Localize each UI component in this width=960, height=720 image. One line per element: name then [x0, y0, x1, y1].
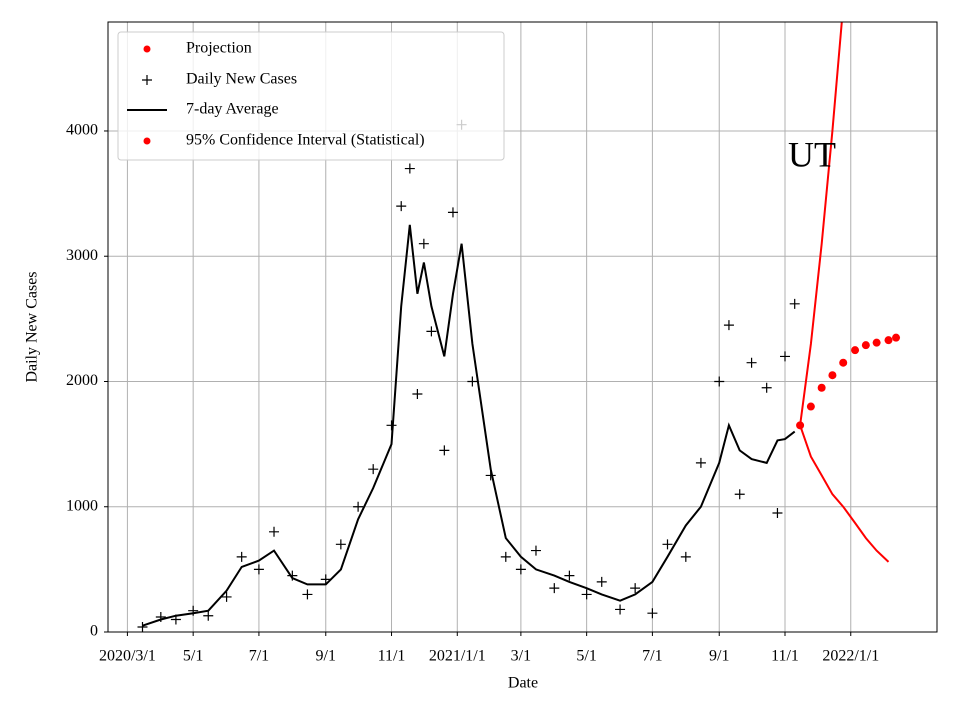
case-marker: [581, 589, 592, 600]
case-marker: [335, 539, 346, 550]
case-marker: [647, 608, 658, 619]
y-tick-label: 0: [90, 623, 98, 640]
axes-frame: [107, 21, 938, 633]
x-tick-label: 11/1: [771, 648, 799, 665]
projection-point: [817, 383, 826, 392]
x-tick-label: 9/1: [709, 648, 729, 665]
case-marker: [564, 570, 575, 581]
case-marker: [386, 420, 397, 431]
legend-box: [117, 31, 505, 161]
legend-label: Daily New Cases: [186, 71, 297, 88]
y-tick-label: 2000: [66, 372, 98, 389]
case-marker: [695, 457, 706, 468]
case-marker: [426, 326, 437, 337]
case-marker: [447, 207, 458, 218]
x-tick-label: 9/1: [316, 648, 336, 665]
x-tick-label: 2021/1/1: [429, 648, 486, 665]
x-tick-label: 11/1: [378, 648, 406, 665]
case-marker: [439, 445, 450, 456]
confidence-lower: [799, 424, 890, 563]
case-marker: [789, 298, 800, 309]
legend-marker: [142, 75, 152, 85]
case-marker: [467, 376, 478, 387]
x-tick-label: 3/1: [511, 648, 531, 665]
x-axis-label: Date: [508, 675, 538, 692]
case-marker: [779, 351, 790, 362]
x-tick-label: 7/1: [249, 648, 269, 665]
projection-point: [884, 336, 893, 345]
case-marker: [253, 564, 264, 575]
x-tick-label: 2020/3/1: [99, 648, 156, 665]
legend-label: 95% Confidence Interval (Statistical): [186, 132, 425, 149]
legend-label: 7-day Average: [186, 101, 279, 118]
case-marker: [530, 545, 541, 556]
plot-area: [137, 22, 901, 632]
case-marker: [353, 501, 364, 512]
case-marker: [500, 551, 511, 562]
projection-point: [828, 371, 837, 380]
case-marker: [714, 376, 725, 387]
x-tick-label: 7/1: [642, 648, 662, 665]
projection-point: [861, 341, 870, 350]
projection-point: [892, 333, 901, 342]
projection-point: [839, 358, 848, 367]
annotation: UT: [788, 134, 836, 174]
case-marker: [236, 551, 247, 562]
case-marker: [515, 564, 526, 575]
projection-point: [872, 338, 881, 347]
legend: Projection Daily New Cases 7-day Average 95…: [117, 31, 505, 161]
x-tick-label: 5/1: [576, 648, 596, 665]
case-marker: [269, 526, 280, 537]
case-marker: [203, 610, 214, 621]
case-marker: [221, 591, 232, 602]
case-marker: [734, 489, 745, 500]
case-marker: [630, 583, 641, 594]
legend-marker: [143, 137, 151, 145]
case-marker: [404, 163, 415, 174]
case-marker: [662, 539, 673, 550]
legend-label: Projection: [186, 40, 252, 57]
case-marker: [596, 576, 607, 587]
case-marker: [412, 389, 423, 400]
average-line: [142, 224, 796, 627]
case-marker: [368, 464, 379, 475]
case-marker: [137, 621, 148, 632]
projection-point: [806, 402, 815, 411]
case-marker: [761, 382, 772, 393]
x-tick-label: 5/1: [183, 648, 203, 665]
confidence-upper: [799, 22, 843, 426]
legend-marker: [143, 45, 151, 53]
case-marker: [723, 320, 734, 331]
projection-point: [851, 346, 860, 355]
case-marker: [746, 357, 757, 368]
x-tick-label: 2022/1/1: [822, 648, 879, 665]
y-tick-label: 4000: [66, 122, 98, 139]
y-tick-label: 1000: [66, 497, 98, 514]
case-marker: [320, 574, 331, 585]
case-marker: [418, 238, 429, 249]
y-tick-label: 3000: [66, 247, 98, 264]
case-marker: [302, 589, 313, 600]
case-marker: [396, 201, 407, 212]
case-marker: [615, 604, 626, 615]
case-marker: [772, 508, 783, 519]
y-axis-label: Daily New Cases: [24, 271, 41, 382]
case-marker: [549, 583, 560, 594]
case-marker: [680, 551, 691, 562]
